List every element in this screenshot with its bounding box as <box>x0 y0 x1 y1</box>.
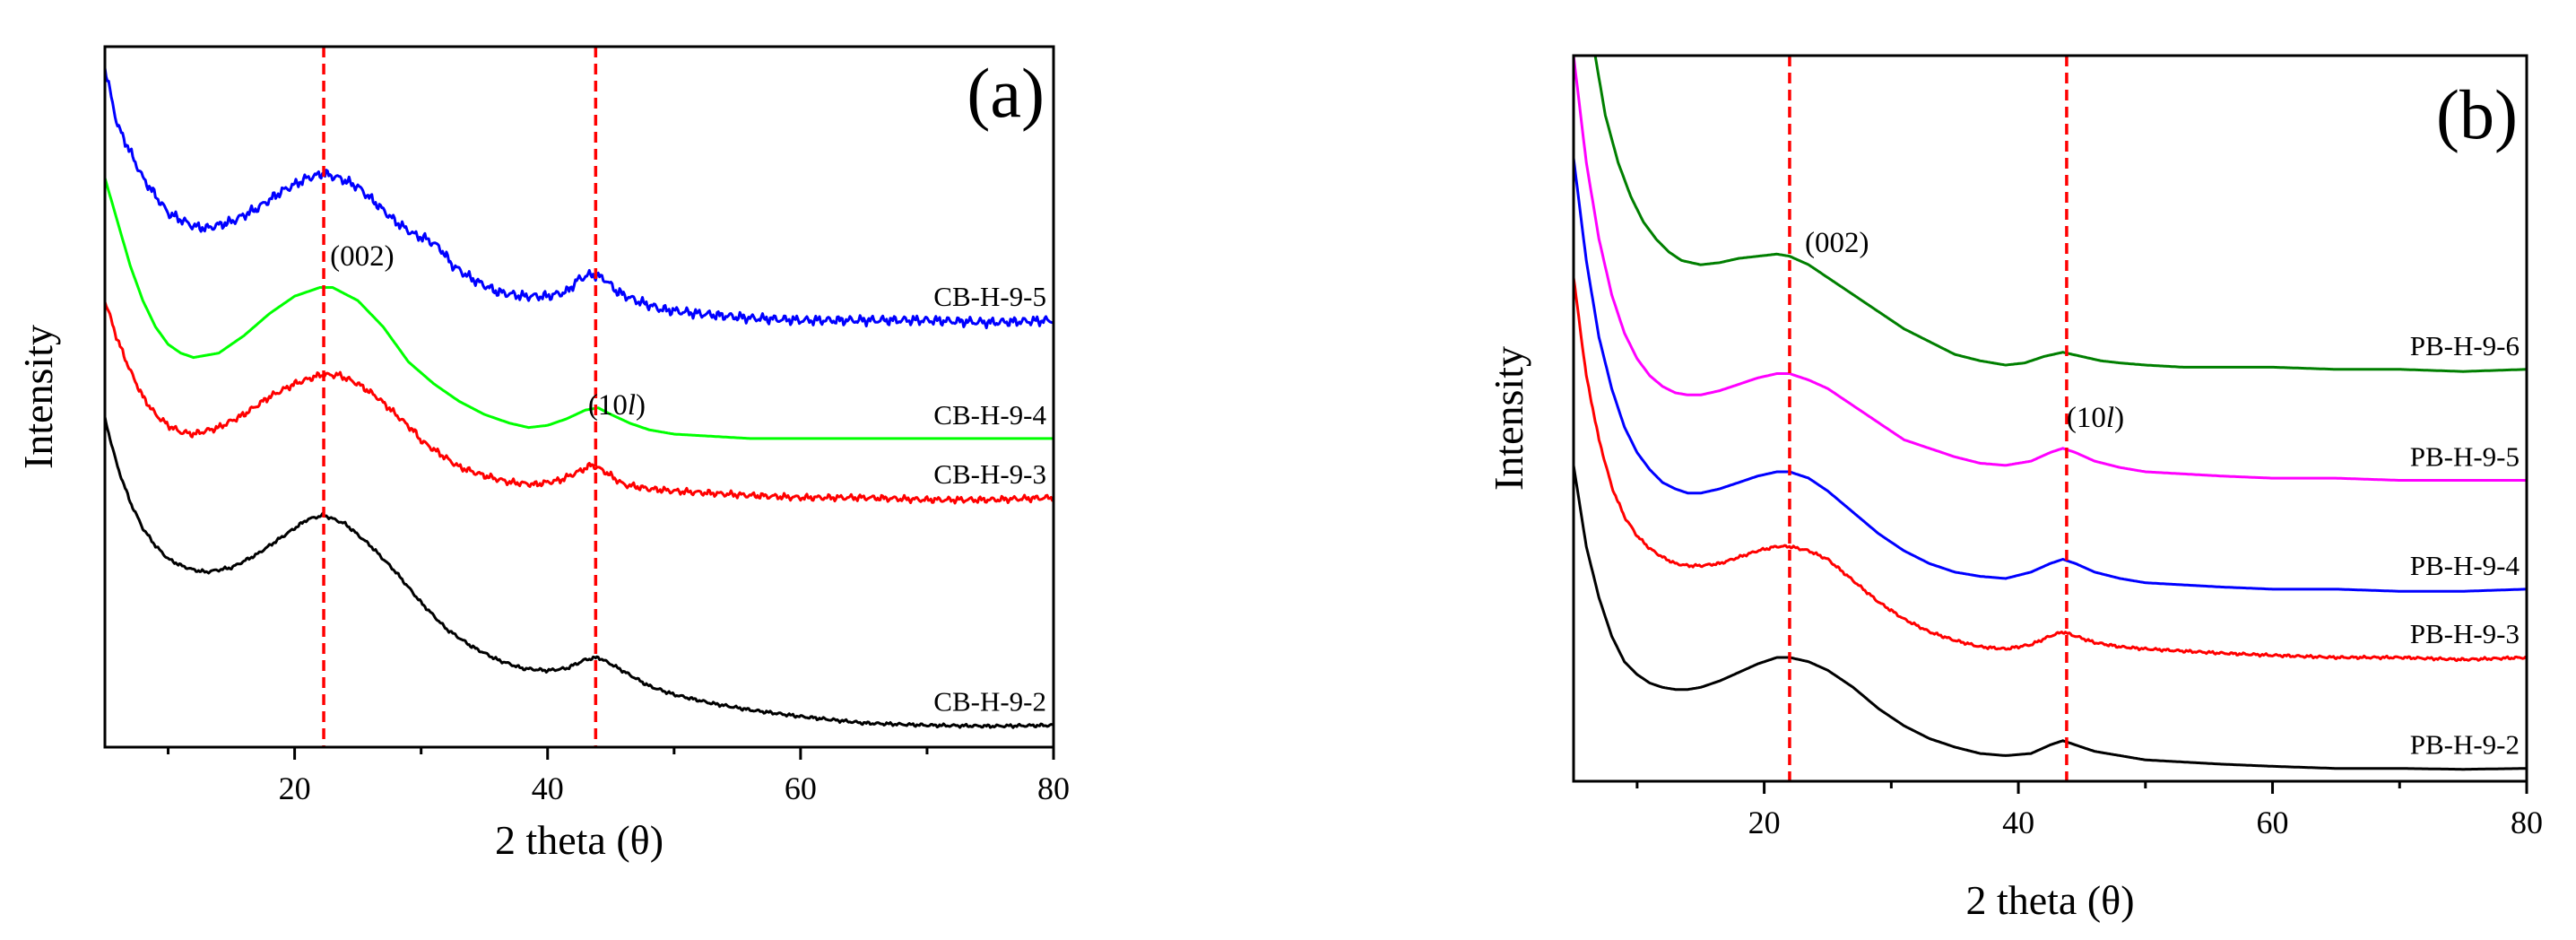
series-label-CB-H-9-4: CB-H-9-4 <box>933 399 1046 431</box>
peak-label-text: (10 <box>2067 402 2106 434</box>
series-label-PB-H-9-4: PB-H-9-4 <box>2410 550 2520 581</box>
peak-label-close: ) <box>636 389 646 422</box>
panel-b: 20 40 60 80 2 theta (θ) Intensity (b) PB-H-9-6 P… <box>1486 54 2543 923</box>
series-label-PB-H-9-3: PB-H-9-3 <box>2410 618 2520 649</box>
series-group <box>105 67 1054 729</box>
plot-frame <box>1572 54 2528 783</box>
x-axis-label: 2 theta (θ) <box>1965 877 2134 923</box>
peak-label-italic: l <box>2106 402 2114 434</box>
series-label-PB-H-9-5: PB-H-9-5 <box>2410 441 2520 473</box>
peak-label-1: (002) <box>330 240 394 273</box>
peak-label-close: ) <box>2114 402 2124 434</box>
x-tick-label: 80 <box>1037 770 1070 806</box>
x-tick-label: 60 <box>2257 805 2289 840</box>
x-tick-label: 40 <box>2002 805 2034 840</box>
peak-label-text: (10 <box>588 389 628 422</box>
series-label-CB-H-9-3: CB-H-9-3 <box>933 458 1046 490</box>
series-line-PB-H-9-5 <box>1574 56 2527 482</box>
series-line-CB-H-9-2 <box>105 416 1054 729</box>
series-line-PB-H-9-4 <box>1574 158 2527 593</box>
x-axis-label: 2 theta (θ) <box>495 817 664 863</box>
series-label-CB-H-9-5: CB-H-9-5 <box>933 281 1046 312</box>
series-group <box>1574 56 2527 771</box>
x-tick-label: 20 <box>279 770 311 806</box>
x-tick-label: 60 <box>785 770 817 806</box>
peak-label-2: (10l) <box>2067 402 2124 434</box>
peak-label-2: (10l) <box>588 389 646 422</box>
y-axis-label: Intensity <box>15 325 61 469</box>
x-tick-label: 20 <box>1748 805 1781 840</box>
y-axis-label: Intensity <box>1486 346 1531 491</box>
series-line-CB-H-9-3 <box>105 301 1054 505</box>
series-line-PB-H-9-6 <box>1593 56 2527 373</box>
x-tick-label: 40 <box>532 770 564 806</box>
panel-a: 20 40 60 80 2 theta (θ) Intensity (a) CB-H-9-5 C… <box>15 45 1070 863</box>
series-line-CB-H-9-4 <box>105 177 1054 440</box>
series-line-CB-H-9-5 <box>105 67 1054 330</box>
peak-label-italic: l <box>628 389 636 422</box>
series-line-PB-H-9-3 <box>1574 277 2527 663</box>
plot-frame <box>103 45 1055 749</box>
peak-label-1: (002) <box>1805 227 1869 259</box>
series-label-PB-H-9-2: PB-H-9-2 <box>2410 729 2520 761</box>
series-line-PB-H-9-2 <box>1574 465 2527 771</box>
series-label-CB-H-9-2: CB-H-9-2 <box>933 686 1046 718</box>
panel-label: (b) <box>2436 75 2518 153</box>
x-tick-label: 80 <box>2511 805 2543 840</box>
series-label-PB-H-9-6: PB-H-9-6 <box>2410 330 2520 361</box>
panel-label: (a) <box>967 54 1045 132</box>
